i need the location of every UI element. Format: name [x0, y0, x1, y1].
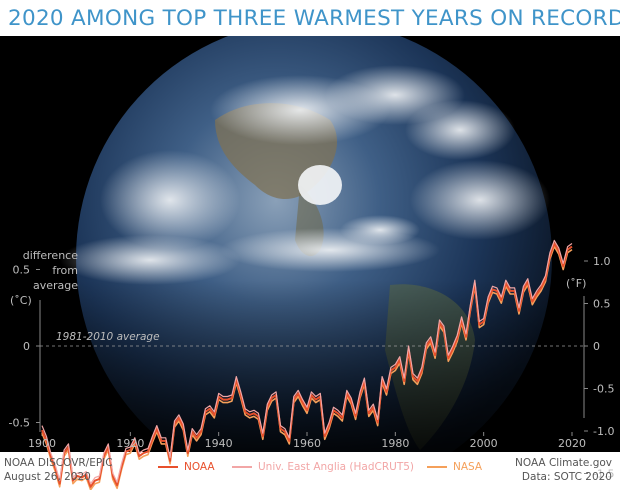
- y-axis-label-unit-c: (˚C): [10, 294, 32, 307]
- legend-label-noaa: NOAA: [184, 461, 215, 473]
- y-tick-label-f: 1.0: [593, 255, 611, 268]
- series-line-hadcrut: [41, 239, 573, 485]
- x-tick-label: 1980: [381, 437, 409, 450]
- legend-item-nasa: NASA: [427, 461, 482, 473]
- footer-right-line1: NOAA Climate.gov: [515, 457, 612, 469]
- y-axis-label-line2: from average: [32, 264, 78, 292]
- legend-label-nasa: NASA: [453, 461, 483, 473]
- y-tick-label-c: -0.5: [9, 417, 30, 430]
- legend-label-hadcrut: Univ. East Anglia (HadCRUT5): [258, 461, 415, 473]
- footer-right-line2: Data: SOTC 2020: [521, 471, 612, 483]
- legend-item-hadcrut: Univ. East Anglia (HadCRUT5): [232, 461, 414, 473]
- x-tick-label: 1900: [28, 437, 56, 450]
- page-title: 2020 AMONG TOP THREE WARMEST YEARS ON RE…: [8, 6, 620, 31]
- x-tick-label: 2020: [558, 437, 586, 450]
- legend-swatch-hadcrut: [232, 466, 252, 468]
- x-tick-label: 1960: [293, 437, 321, 450]
- y-tick-label-f: -1.5: [593, 468, 614, 481]
- y-axis-label-fahrenheit: (˚F): [566, 277, 587, 290]
- x-tick-label: 1940: [205, 437, 233, 450]
- y-tick-label-f: 0.5: [593, 298, 611, 311]
- legend-swatch-noaa: [158, 466, 178, 468]
- x-tick-label: 2000: [470, 437, 498, 450]
- y-axis-label-celsius: difference from average (˚C): [4, 248, 78, 308]
- footer-source-right: NOAA Climate.gov Data: SOTC 2020: [515, 456, 612, 484]
- y-tick-label-f: -0.5: [593, 383, 614, 396]
- legend-swatch-nasa: [427, 466, 447, 468]
- y-tick-label-f: 0: [593, 340, 600, 353]
- footer-left-line1: NOAA DISCOVR/EPIC: [4, 457, 113, 469]
- x-tick-label: 1920: [116, 437, 144, 450]
- y-tick-label-c: 0.5: [13, 264, 31, 277]
- series-line-noaa: [41, 242, 573, 488]
- footer-left-line2: August 26, 2020: [4, 471, 91, 483]
- earth-image: [0, 36, 620, 452]
- footer-source-left: NOAA DISCOVR/EPIC August 26, 2020: [4, 456, 113, 484]
- y-axis-label-line1: difference: [22, 249, 78, 262]
- y-tick-label-c: 0: [23, 340, 30, 353]
- baseline-annotation: 1981-2010 average: [56, 331, 160, 343]
- legend-item-noaa: NOAA: [158, 461, 215, 473]
- y-tick-label-f: -1.0: [593, 425, 614, 438]
- series-line-nasa: [41, 245, 573, 490]
